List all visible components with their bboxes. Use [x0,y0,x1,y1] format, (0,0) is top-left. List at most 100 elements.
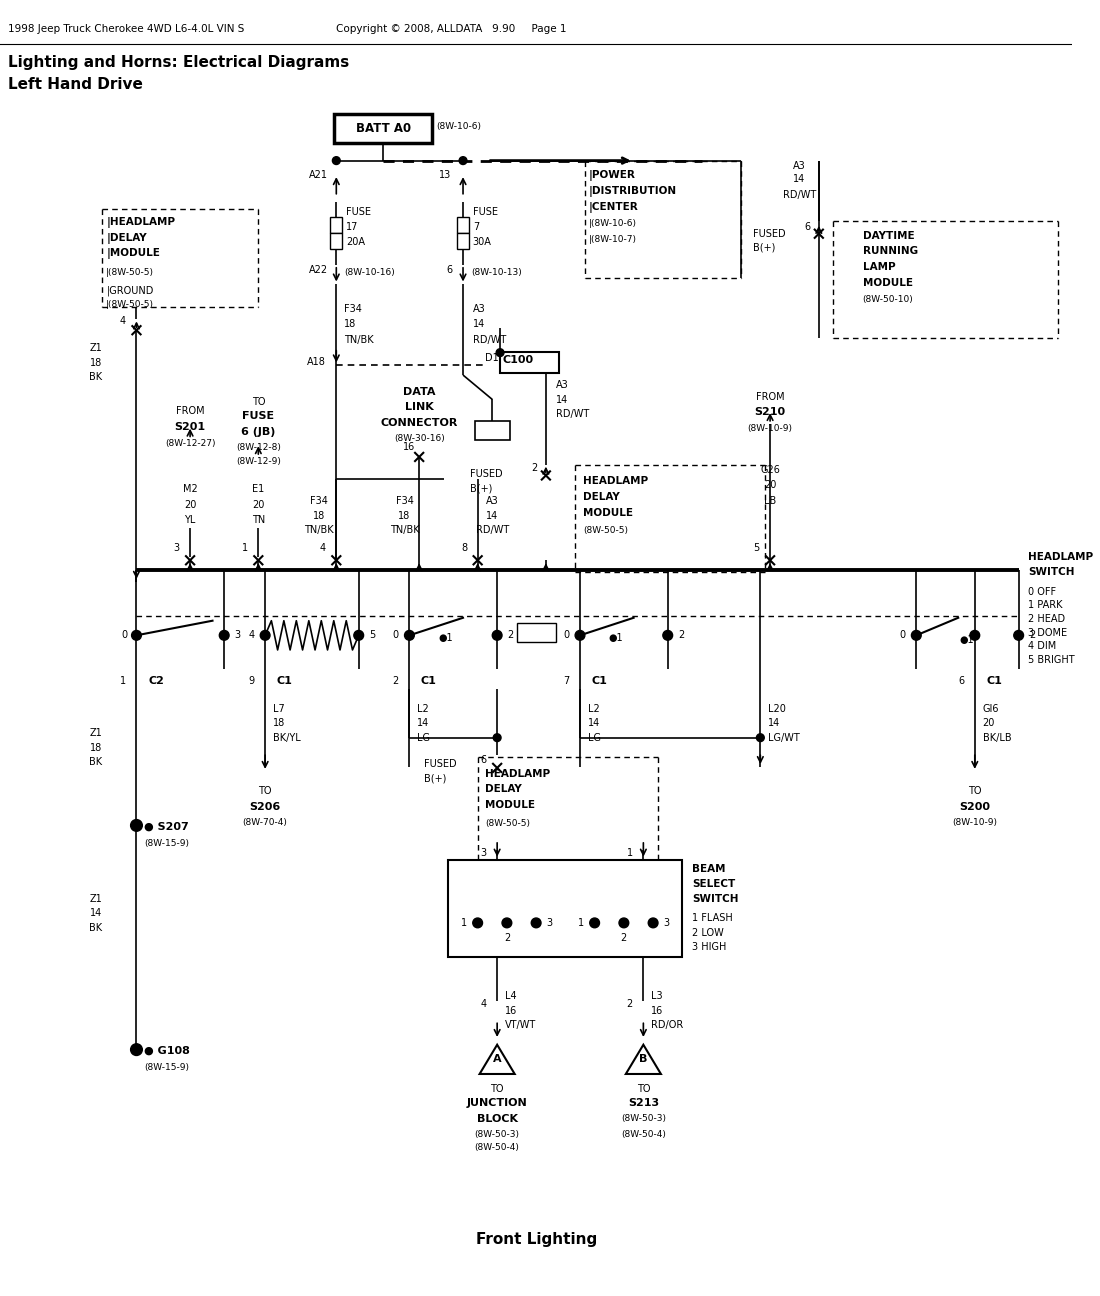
Text: 3: 3 [547,918,553,928]
Text: 13: 13 [439,170,452,180]
Text: 5: 5 [754,543,760,552]
Text: (8W-50-4): (8W-50-4) [620,1130,666,1139]
Text: 18: 18 [398,511,410,521]
Text: FUSE: FUSE [346,207,371,218]
Text: BK/YL: BK/YL [273,732,300,743]
Text: 4: 4 [120,316,125,327]
Text: 3: 3 [663,918,670,928]
Text: L7: L7 [273,704,285,714]
Text: TN: TN [252,516,265,525]
Text: TN/BK: TN/BK [344,336,374,345]
Text: C1: C1 [421,677,437,686]
Text: BLOCK: BLOCK [476,1115,518,1124]
Text: A21: A21 [309,170,328,180]
Text: 16: 16 [651,1006,663,1016]
Text: 6: 6 [481,756,486,765]
Circle shape [493,734,500,741]
Text: L2: L2 [417,704,429,714]
Text: |DELAY: |DELAY [107,233,147,244]
Text: VT/WT: VT/WT [505,1020,536,1030]
Text: TN/BK: TN/BK [389,525,419,535]
Circle shape [648,918,658,928]
Circle shape [970,630,980,640]
Text: LG: LG [587,732,601,743]
Text: 7: 7 [563,677,570,686]
Text: BK/LB: BK/LB [982,732,1011,743]
Text: B(+): B(+) [752,242,774,253]
Text: |(8W-50-5): |(8W-50-5) [107,268,154,277]
Circle shape [473,918,483,928]
Text: |CENTER: |CENTER [588,202,638,213]
Text: L20: L20 [768,704,786,714]
Text: 16: 16 [505,1006,517,1016]
Text: G26: G26 [760,465,780,474]
Text: 1: 1 [242,543,248,552]
Text: 18: 18 [312,511,324,521]
Text: HEADLAMP: HEADLAMP [485,769,551,779]
Text: A3: A3 [473,303,485,314]
Text: |DISTRIBUTION: |DISTRIBUTION [588,185,676,197]
Text: 4: 4 [481,999,486,1008]
Text: Copyright © 2008, ALLDATA   9.90     Page 1: Copyright © 2008, ALLDATA 9.90 Page 1 [337,25,566,34]
Text: LB: LB [764,496,777,505]
Circle shape [219,630,229,640]
Circle shape [619,918,629,928]
Text: TO: TO [252,397,265,407]
Text: ●1: ●1 [608,634,624,643]
Text: BATT A0: BATT A0 [355,122,410,135]
Text: BK: BK [89,923,102,933]
Text: HEADLAMP: HEADLAMP [1028,552,1093,562]
Text: (8W-15-9): (8W-15-9) [144,1063,189,1072]
Text: 14: 14 [473,320,485,329]
Circle shape [575,630,585,640]
Text: 14: 14 [417,718,429,728]
Text: C100: C100 [503,355,535,364]
Text: 14: 14 [768,718,780,728]
Text: MODULE: MODULE [485,800,536,810]
Bar [475,421,509,441]
Circle shape [502,918,512,928]
Text: 3: 3 [234,630,241,640]
Text: Lighting and Horns: Electrical Diagrams: Lighting and Horns: Electrical Diagrams [8,56,349,70]
Text: RD/OR: RD/OR [651,1020,683,1030]
Text: 16: 16 [404,442,416,452]
Text: (8W-70-4): (8W-70-4) [243,818,287,827]
Text: 8: 8 [461,543,468,552]
Bar [517,622,556,642]
Text: 17: 17 [346,222,359,232]
Text: LG/WT: LG/WT [768,732,800,743]
Text: (8W-50-3): (8W-50-3) [474,1130,519,1139]
Text: 18: 18 [90,743,102,753]
Text: A3: A3 [486,496,498,505]
Circle shape [131,1043,142,1055]
Text: A3: A3 [556,380,569,390]
Text: SWITCH: SWITCH [1028,568,1075,577]
Text: |GROUND: |GROUND [107,285,154,295]
Text: B(+): B(+) [424,774,447,784]
Text: |(8W-50-5): |(8W-50-5) [107,299,154,308]
Bar [330,233,342,249]
Text: 14: 14 [90,908,102,919]
Text: S213: S213 [628,1098,659,1108]
Circle shape [663,630,672,640]
Text: FUSE: FUSE [242,411,274,421]
Text: (8W-12-27): (8W-12-27) [165,439,216,448]
Text: 2: 2 [393,677,399,686]
Text: Front Lighting: Front Lighting [475,1232,597,1247]
Text: 2: 2 [679,630,684,640]
Text: |POWER: |POWER [588,170,636,181]
Text: DAYTIME: DAYTIME [862,231,914,241]
Text: BK: BK [89,372,102,382]
Bar [449,859,682,956]
Text: ●1: ●1 [438,634,453,643]
Text: 2: 2 [531,463,537,473]
Text: (8W-30-16): (8W-30-16) [394,434,444,442]
Text: 2: 2 [620,933,627,943]
Text: (8W-10-6): (8W-10-6) [437,122,482,131]
Text: C1: C1 [987,677,1002,686]
Text: B: B [639,1055,648,1064]
Text: CONNECTOR: CONNECTOR [381,417,458,428]
Bar [334,114,432,143]
Text: F34: F34 [344,303,362,314]
Text: Z1: Z1 [89,728,102,737]
